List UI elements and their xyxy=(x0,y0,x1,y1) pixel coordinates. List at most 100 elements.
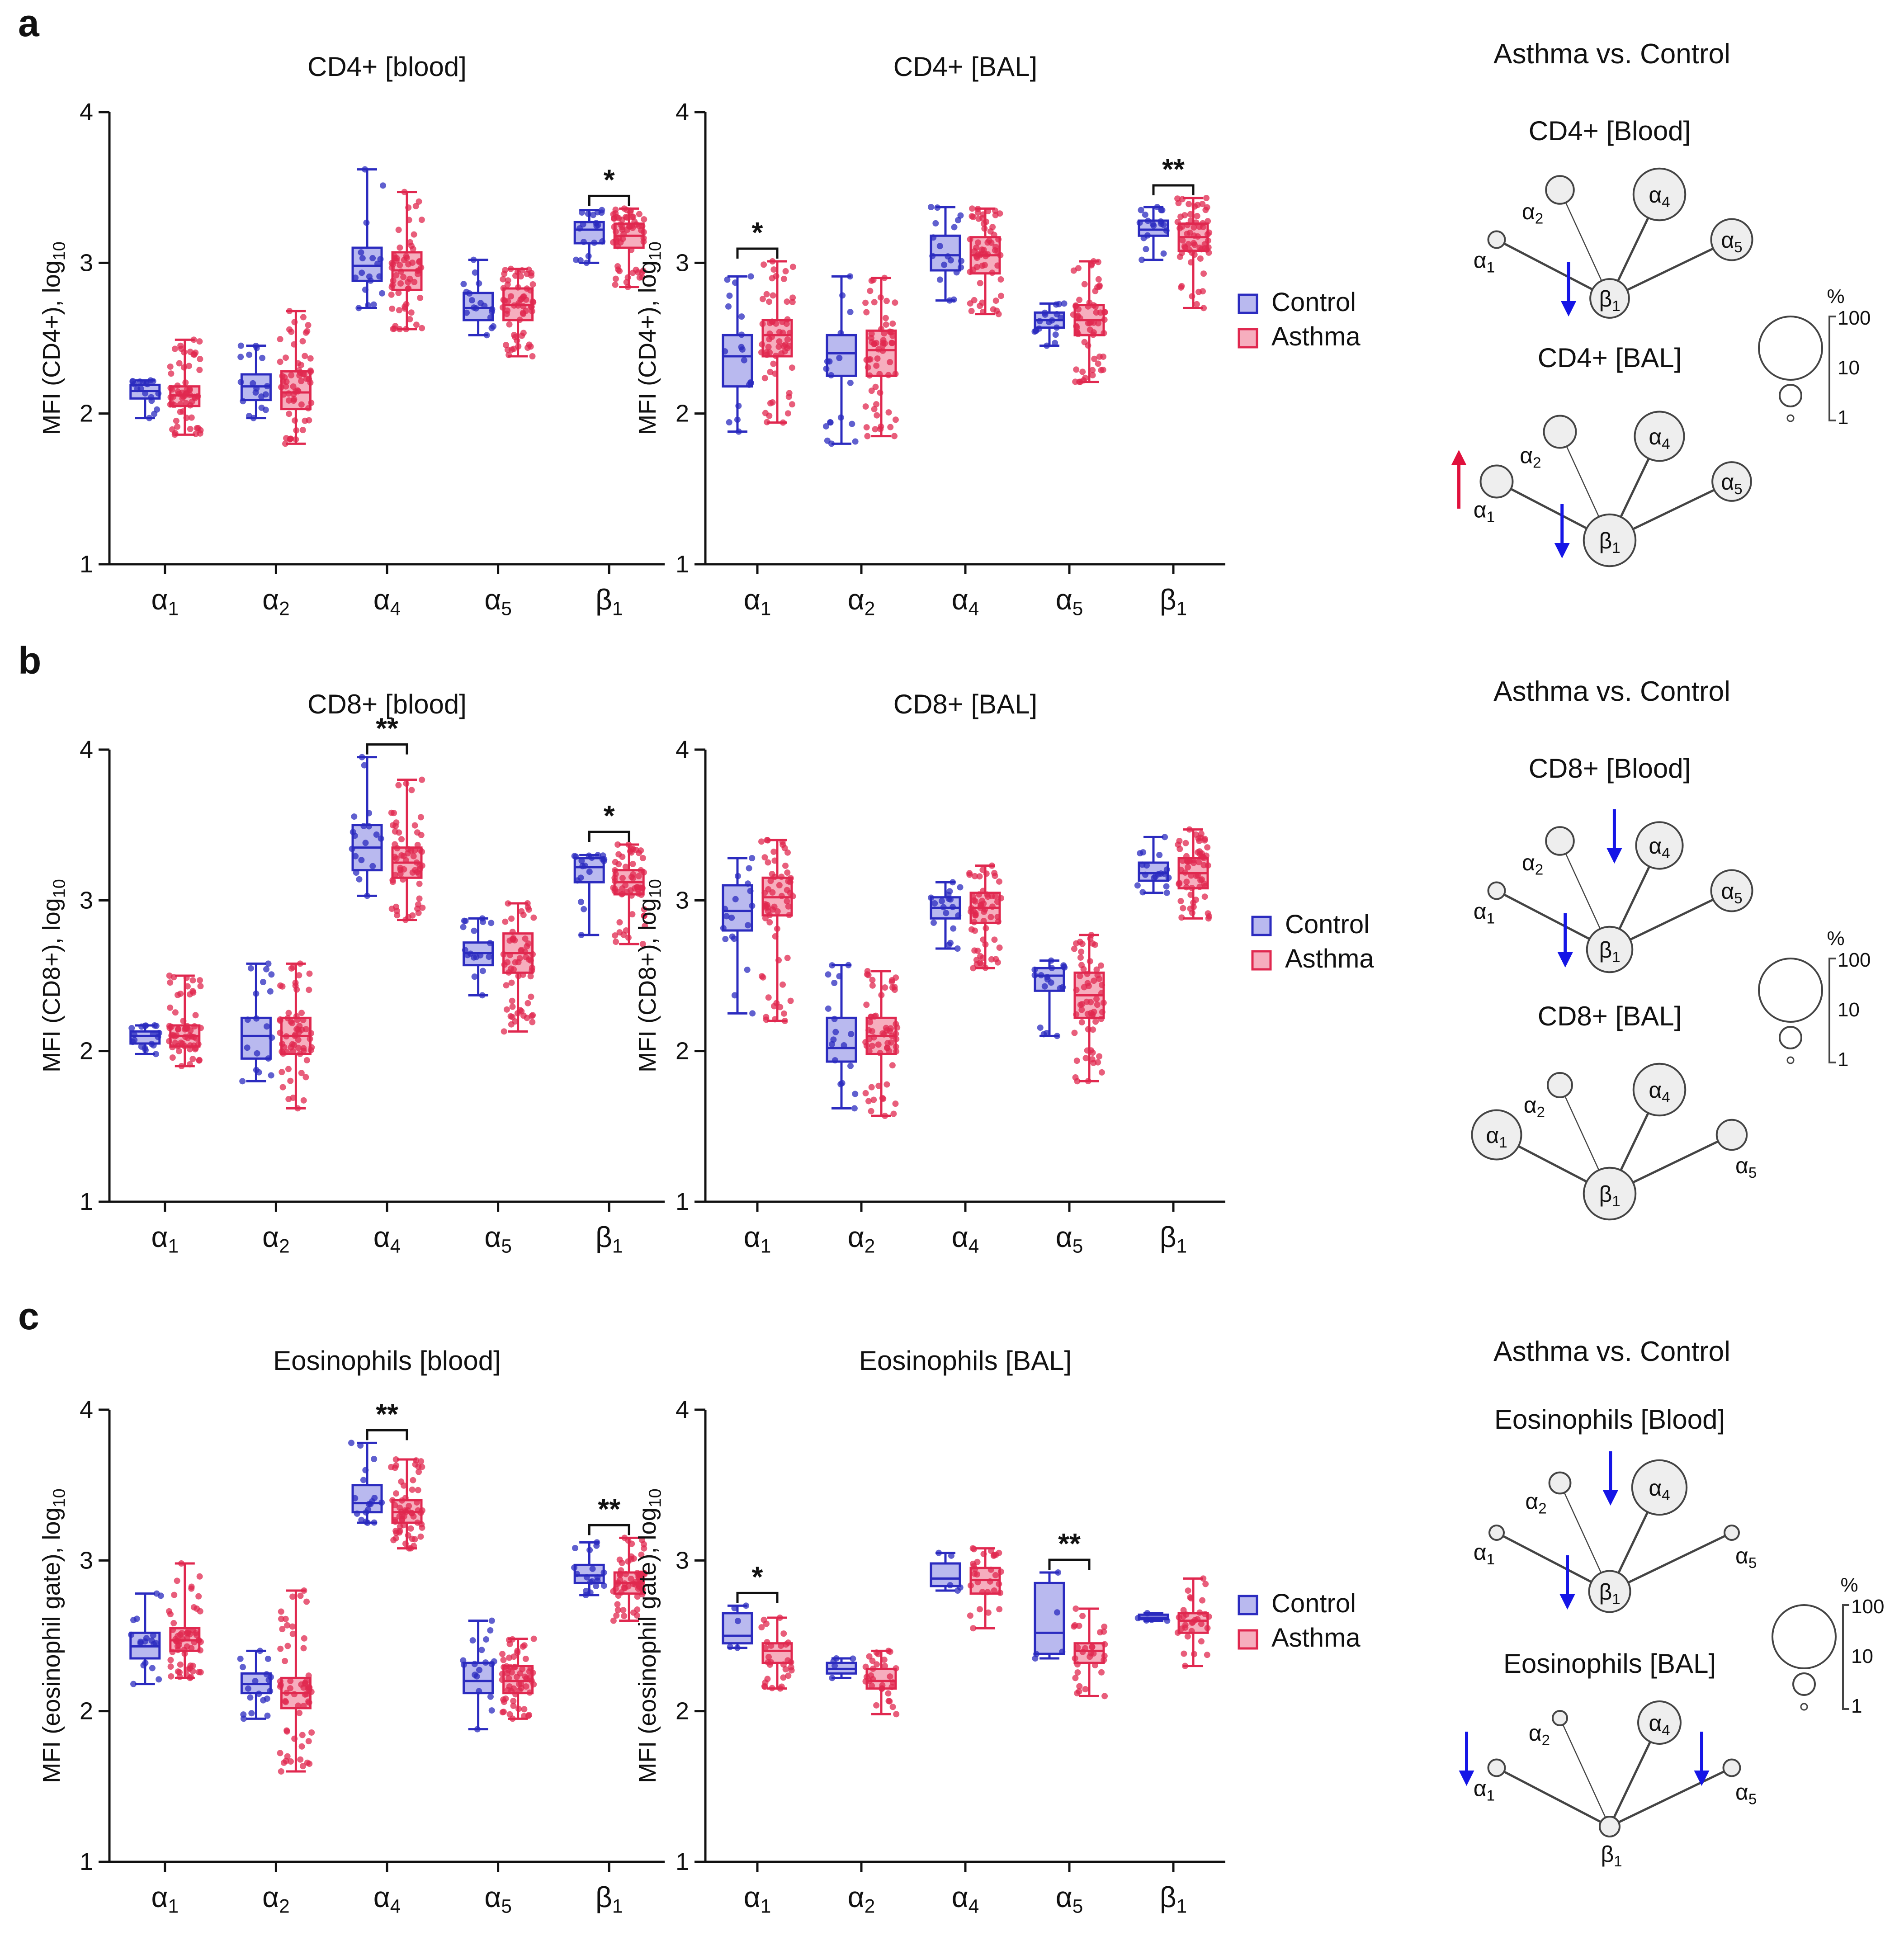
data-point xyxy=(360,1477,367,1483)
data-point xyxy=(471,973,478,980)
data-point xyxy=(471,1661,478,1667)
box-control-2 xyxy=(930,1549,964,1594)
data-point xyxy=(1144,217,1151,224)
data-point xyxy=(179,1040,186,1047)
data-point xyxy=(625,1558,632,1565)
data-point xyxy=(292,979,299,986)
data-point xyxy=(377,256,384,263)
data-point xyxy=(1089,1056,1096,1063)
data-point xyxy=(1179,857,1186,864)
node-label: α2 xyxy=(1520,443,1541,471)
data-point xyxy=(128,1025,135,1031)
data-point xyxy=(287,1077,294,1084)
box-control-0 xyxy=(720,855,756,1017)
data-point xyxy=(369,1498,375,1505)
data-point xyxy=(929,253,936,260)
data-point xyxy=(638,892,645,898)
data-point xyxy=(784,316,791,323)
data-point xyxy=(882,1662,888,1669)
data-point xyxy=(174,1577,180,1584)
data-point xyxy=(836,973,843,980)
node-circle xyxy=(1635,821,1684,870)
data-point xyxy=(1194,1616,1201,1623)
data-point xyxy=(1057,314,1064,321)
data-point xyxy=(510,345,517,352)
data-point xyxy=(170,1620,177,1627)
data-point xyxy=(1139,256,1145,263)
data-point xyxy=(1184,1633,1191,1640)
node-a2: α2 xyxy=(1529,1710,1568,1748)
data-point xyxy=(292,1033,298,1039)
data-point xyxy=(190,1604,197,1610)
data-point xyxy=(300,1097,307,1104)
data-point xyxy=(509,1003,516,1010)
data-point xyxy=(518,908,525,915)
box-asthma-3 xyxy=(499,1635,537,1722)
data-point xyxy=(350,829,356,836)
data-point xyxy=(996,1606,1003,1613)
data-point xyxy=(1092,303,1099,310)
data-point xyxy=(194,425,200,432)
data-point xyxy=(625,934,632,941)
data-point xyxy=(734,1618,741,1624)
data-point xyxy=(507,952,514,959)
data-point xyxy=(508,1688,515,1695)
data-point xyxy=(514,269,521,275)
data-point xyxy=(152,1051,159,1058)
data-point xyxy=(361,762,368,769)
data-point xyxy=(994,914,1001,921)
box-control-1 xyxy=(822,273,859,447)
data-point xyxy=(247,965,254,972)
data-point xyxy=(396,307,402,314)
data-point xyxy=(771,857,778,864)
data-point xyxy=(594,209,601,216)
data-point xyxy=(873,1702,880,1709)
data-point xyxy=(996,944,1003,951)
data-point xyxy=(1191,240,1197,246)
data-point xyxy=(411,231,417,238)
data-point xyxy=(1101,1623,1108,1630)
data-point xyxy=(977,302,983,309)
data-point xyxy=(196,1057,203,1063)
data-point xyxy=(1184,222,1191,228)
data-point xyxy=(614,1579,621,1586)
data-point xyxy=(398,836,405,843)
data-point xyxy=(786,390,793,397)
diagram-title: Asthma vs. Control xyxy=(1493,38,1730,70)
data-point xyxy=(283,1728,290,1735)
data-point xyxy=(1144,1610,1151,1616)
data-point xyxy=(991,1587,997,1594)
data-point xyxy=(405,285,411,292)
data-point xyxy=(928,894,935,901)
data-point xyxy=(724,276,731,283)
node-circle xyxy=(1586,926,1634,973)
data-point xyxy=(1091,355,1098,362)
data-point xyxy=(868,1108,874,1114)
data-point xyxy=(612,228,619,235)
data-point xyxy=(500,1657,507,1663)
data-point xyxy=(303,375,310,382)
data-point xyxy=(839,292,846,299)
data-point xyxy=(1178,283,1185,289)
data-point xyxy=(1091,1008,1097,1015)
data-point xyxy=(369,863,376,869)
data-point xyxy=(1196,883,1203,890)
significance-label: * xyxy=(604,163,615,196)
data-point xyxy=(891,433,898,439)
data-point xyxy=(992,1572,999,1578)
data-point xyxy=(282,354,289,361)
data-point xyxy=(509,929,516,935)
data-point xyxy=(389,878,396,885)
node-a4: α4 xyxy=(1632,167,1687,222)
data-point xyxy=(1073,366,1080,373)
data-point xyxy=(374,260,381,267)
data-point xyxy=(732,279,738,286)
data-point xyxy=(991,231,997,238)
data-point xyxy=(865,356,872,363)
data-point xyxy=(989,269,996,276)
node-a4: α4 xyxy=(1637,1700,1682,1745)
data-point xyxy=(416,259,423,265)
